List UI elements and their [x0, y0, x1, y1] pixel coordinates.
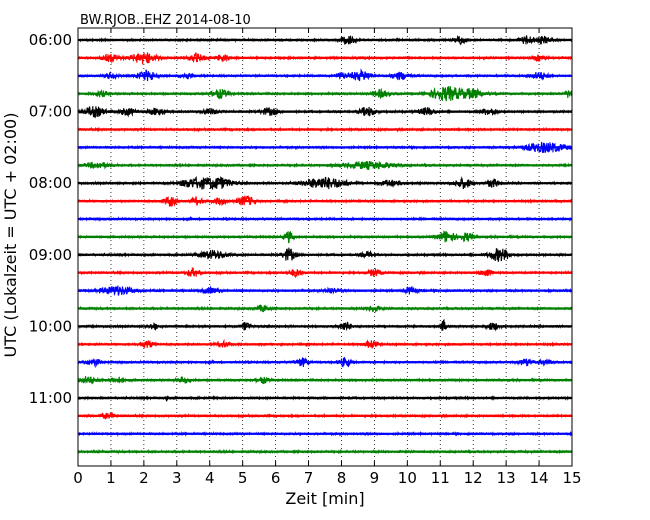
x-tick-label: 1 — [106, 469, 116, 487]
y-tick-label: 10:00 — [29, 317, 72, 335]
x-tick-label: 12 — [464, 469, 483, 487]
x-tick-label: 9 — [370, 469, 380, 487]
y-tick-label: 07:00 — [29, 103, 72, 121]
x-tick-label: 6 — [271, 469, 281, 487]
x-tick-label: 15 — [562, 469, 581, 487]
axis-ticks: 0 1 2 3 4 5 6 7 8 9 10 11 12 13 14 1506:0007:0008:0009:… — [29, 28, 582, 487]
x-tick-label: 3 — [172, 469, 182, 487]
y-tick-label: 09:00 — [29, 246, 72, 264]
plot-frame — [77, 27, 573, 467]
x-tick-label: 14 — [530, 469, 549, 487]
y-tick-label: 11:00 — [29, 389, 72, 407]
chart-title: BW.RJOB..EHZ 2014-08-10 — [80, 13, 251, 28]
y-tick-label: 08:00 — [29, 174, 72, 192]
x-tick-label: 8 — [337, 469, 347, 487]
x-tick-label: 13 — [497, 469, 516, 487]
x-tick-label: 2 — [139, 469, 149, 487]
seismogram-traces — [77, 34, 573, 455]
x-tick-label: 11 — [431, 469, 450, 487]
y-tick-label: 06:00 — [29, 31, 72, 49]
x-tick-label: 0 — [73, 469, 83, 487]
x-tick-label: 7 — [304, 469, 314, 487]
x-tick-label: 5 — [238, 469, 248, 487]
x-tick-label: 10 — [398, 469, 417, 487]
x-axis-label: Zeit [min] — [285, 489, 364, 508]
x-tick-label: 4 — [205, 469, 215, 487]
y-axis-label: UTC (Lokalzeit = UTC + 02:00) — [1, 113, 20, 358]
